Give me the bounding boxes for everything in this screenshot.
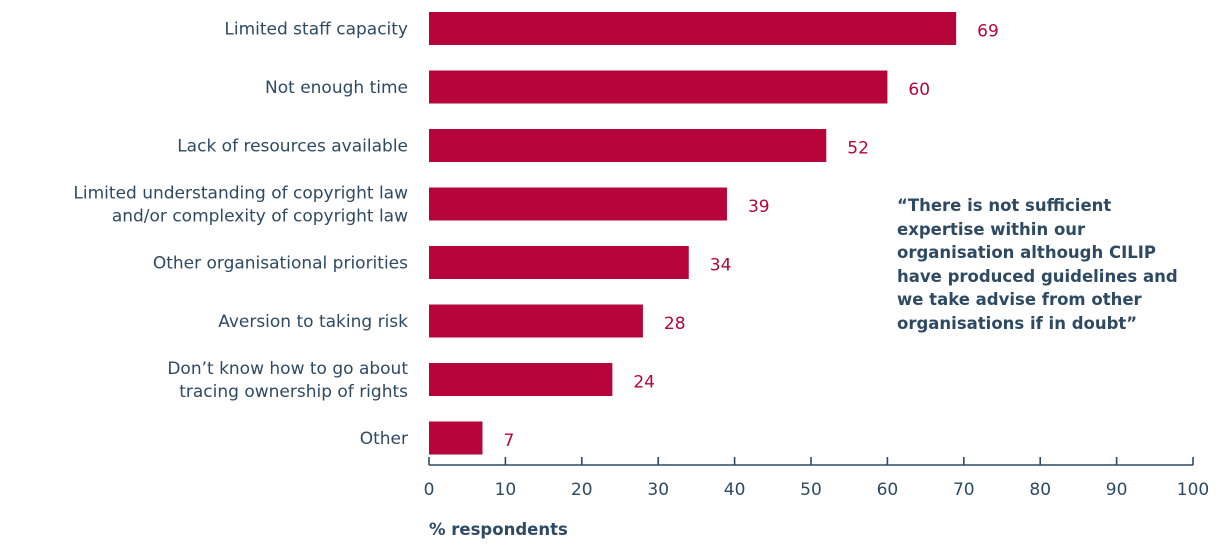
bar-value-label: 39 xyxy=(748,197,770,217)
bar xyxy=(429,246,689,279)
x-tick-label: 0 xyxy=(424,480,435,500)
x-tick-label: 90 xyxy=(1106,480,1128,500)
x-axis-title: % respondents xyxy=(429,520,568,539)
category-label: Lack of resources available xyxy=(177,137,408,157)
bar xyxy=(429,70,888,104)
bar xyxy=(429,421,483,455)
bar-value-label: 69 xyxy=(977,22,999,42)
bar xyxy=(429,304,643,338)
x-tick-label: 60 xyxy=(877,480,899,500)
category-label: Don’t know how to go about xyxy=(167,359,408,379)
category-label: tracing ownership of rights xyxy=(179,382,408,402)
category-label: Limited understanding of copyright law xyxy=(73,184,408,204)
x-axis: 0 10 20 30 40 50 60 70 80 90 100 xyxy=(424,457,1209,500)
category-label: Aversion to taking risk xyxy=(218,312,408,332)
x-tick-label: 50 xyxy=(800,480,822,500)
bars-layer: 69 Limited staff capacity 60 Not enough tim… xyxy=(73,12,999,455)
x-tick-label: 40 xyxy=(724,480,746,500)
bar-value-label: 34 xyxy=(710,256,732,276)
category-label: Other xyxy=(360,429,408,449)
x-tick-label: 80 xyxy=(1029,480,1051,500)
x-tick-label: 20 xyxy=(571,480,593,500)
x-tick-label: 100 xyxy=(1177,480,1209,500)
category-label: Other organisational priorities xyxy=(153,254,408,274)
bar-value-label: 24 xyxy=(633,373,655,393)
x-tick-label: 70 xyxy=(953,480,975,500)
category-label: Limited staff capacity xyxy=(224,20,408,40)
bar-value-label: 60 xyxy=(908,80,930,100)
x-tick-label: 30 xyxy=(647,480,669,500)
bar-value-label: 7 xyxy=(503,431,514,451)
bar xyxy=(429,187,727,221)
bar-value-label: 52 xyxy=(847,139,869,159)
bar xyxy=(429,363,613,396)
bar xyxy=(429,129,827,162)
category-label: Not enough time xyxy=(265,78,408,98)
quote-text: “There is not sufficient expertise withi… xyxy=(897,196,1178,333)
x-tick-label: 10 xyxy=(495,480,517,500)
bar-value-label: 28 xyxy=(664,314,686,334)
bar xyxy=(429,12,957,45)
category-label: and/or complexity of copyright law xyxy=(112,207,408,227)
